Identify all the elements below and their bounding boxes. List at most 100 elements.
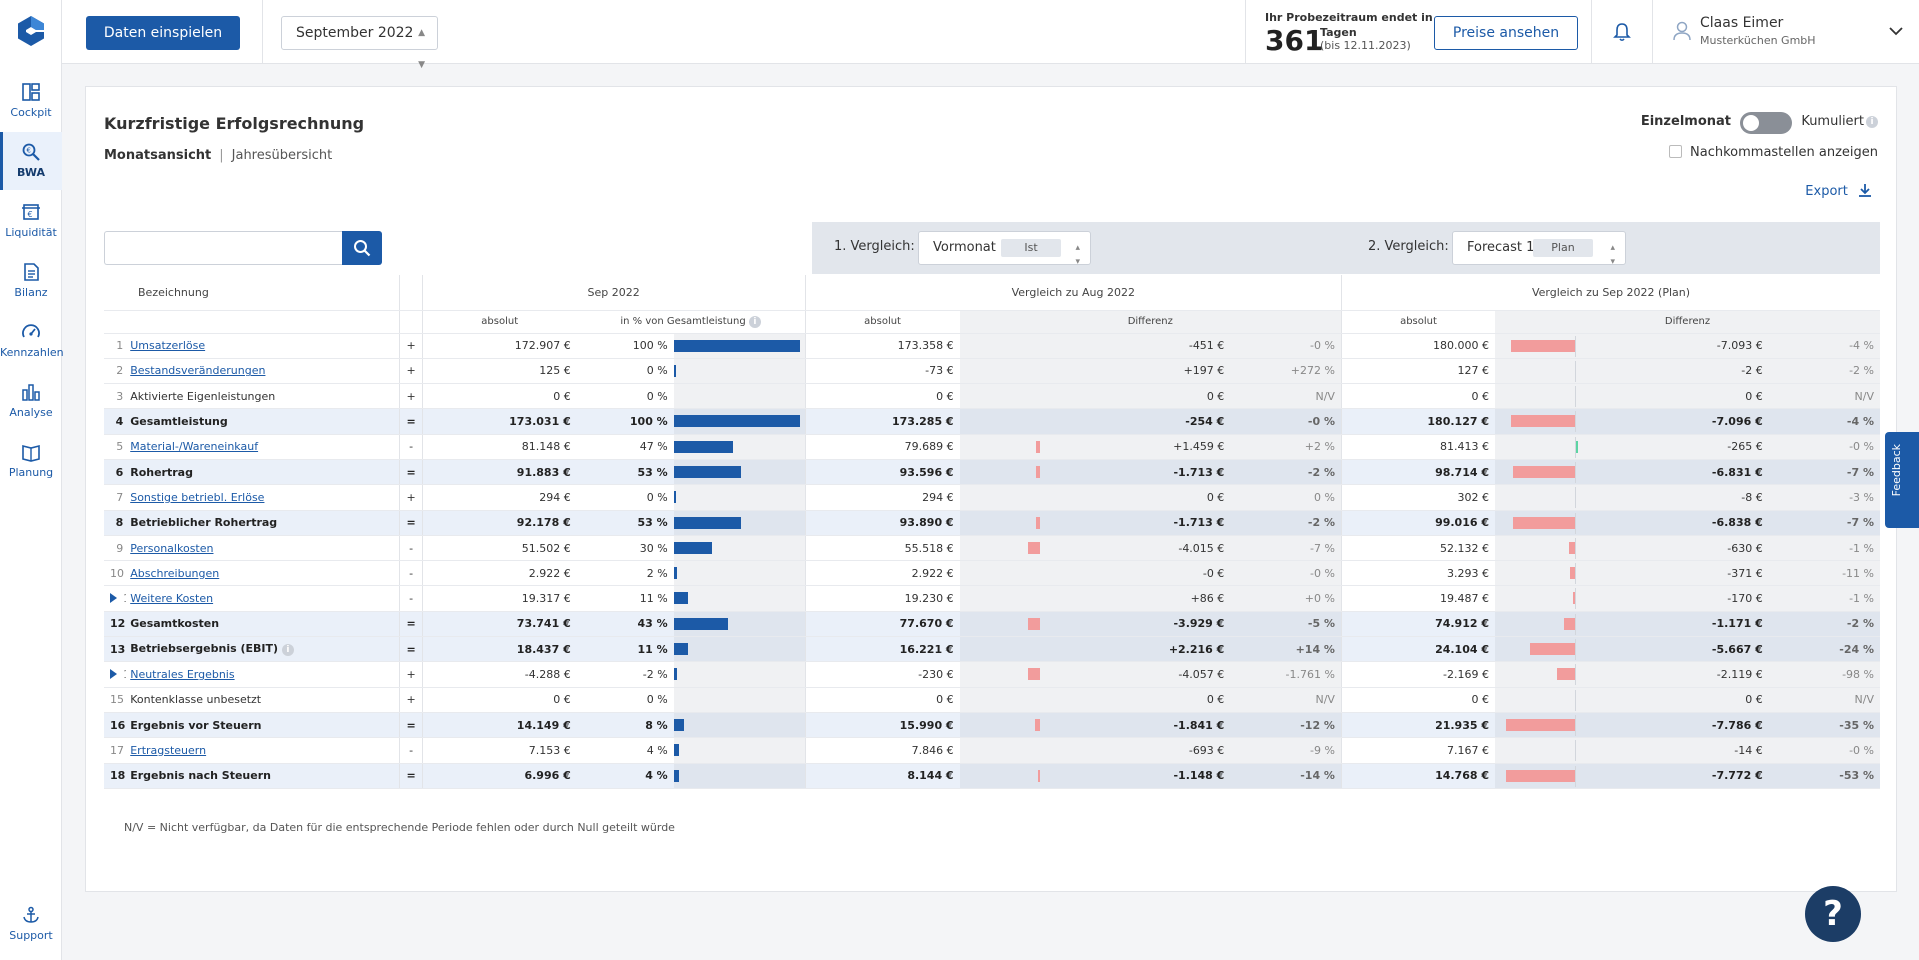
- sidebar-item-analyse[interactable]: Analyse: [0, 372, 62, 430]
- help-button[interactable]: ?: [1805, 886, 1861, 942]
- row-name-link[interactable]: Umsatzerlöse: [130, 339, 206, 353]
- view-yearly-link[interactable]: Jahresübersicht: [231, 148, 333, 163]
- row-sign: =: [399, 408, 423, 435]
- row-name-cell: Abschreibungen: [126, 560, 400, 587]
- cell-c1-pct: -0 %: [1230, 560, 1342, 587]
- c1-diff-bar: [1027, 617, 1041, 630]
- c2-diff-bar: [1570, 567, 1575, 580]
- compare-2-select[interactable]: Forecast 1 Plan ▴ ▾: [1452, 231, 1626, 267]
- table-row[interactable]: 1 Umsatzerlöse +172.907 €100 % 173.358 € -45…: [104, 333, 1880, 359]
- row-name-link[interactable]: Neutrales Ergebnis: [130, 668, 235, 681]
- c1-diff-bar-cell: [959, 712, 1041, 739]
- info-icon[interactable]: i: [748, 315, 761, 328]
- cell-pct: 53 %: [576, 510, 674, 536]
- cell-c1-diff: -4.015 €: [1040, 535, 1231, 562]
- decimals-checkbox-row[interactable]: Nachkommastellen anzeigen: [1669, 145, 1878, 160]
- cell-c1-diff: -0 €: [1040, 560, 1231, 587]
- cell-abs: 173.031 €: [422, 408, 577, 435]
- cell-c1-pct: +14 %: [1230, 636, 1342, 663]
- row-name-link[interactable]: Material-/Wareneinkauf: [130, 440, 259, 454]
- cumulative-toggle[interactable]: [1740, 112, 1792, 134]
- row-number: 2: [104, 358, 127, 385]
- cell-c1-diff: -451 €: [1040, 333, 1231, 359]
- table-body: 1 Umsatzerlöse +172.907 €100 % 173.358 € -45…: [104, 333, 1880, 789]
- sidebar-item-kennzahlen[interactable]: Kennzahlen: [0, 312, 64, 370]
- row-name-cell: Gesamtleistung: [126, 408, 400, 435]
- view-prices-button[interactable]: Preise ansehen: [1434, 16, 1578, 50]
- info-icon[interactable]: i: [281, 644, 294, 657]
- sidebar-item-bilanz[interactable]: Bilanz: [0, 252, 62, 310]
- sidebar-item-cockpit[interactable]: Cockpit: [0, 72, 62, 130]
- table-row[interactable]: 7 Sonstige betriebl. Erlöse +294 €0 % 294 €…: [104, 484, 1880, 511]
- view-monthly-link[interactable]: Monatsansicht: [104, 148, 212, 163]
- row-name-link[interactable]: Personalkosten: [130, 541, 214, 555]
- row-name: Betriebsergebnis (EBIT): [130, 642, 279, 656]
- c1-diff-bar-cell: [959, 661, 1041, 688]
- row-name-link[interactable]: Sonstige betriebl. Erlöse: [130, 490, 265, 504]
- month-select[interactable]: September 2022 ▲ ▼: [281, 16, 438, 70]
- svg-text:€: €: [27, 147, 31, 155]
- sidebar-item-liquiditaet[interactable]: € Liquidität: [0, 192, 62, 250]
- user-name[interactable]: Claas Eimer: [1700, 15, 1784, 31]
- table-row[interactable]: 9 Personalkosten -51.502 €30 % 55.518 € -4.0…: [104, 535, 1880, 562]
- cell-c1-abs: 173.285 €: [804, 408, 960, 435]
- table-row[interactable]: 10 Abschreibungen -2.922 €2 % 2.922 € -0 € -0…: [104, 560, 1880, 587]
- c1-diff-bar: [1037, 769, 1041, 782]
- chevron-down-icon[interactable]: [1888, 26, 1904, 36]
- search-input[interactable]: [104, 231, 342, 265]
- cell-c1-diff: -1.713 €: [1040, 459, 1231, 486]
- table-row[interactable]: 14Neutrales Ergebnis +-4.288 €-2 % -230 € -…: [104, 661, 1880, 688]
- sidebar-item-support[interactable]: Support: [0, 906, 62, 942]
- row-name-link[interactable]: Bestandsveränderungen: [130, 364, 266, 378]
- table-row[interactable]: 11Weitere Kosten -19.317 €11 % 19.230 € +86…: [104, 585, 1880, 612]
- c2-diff-bar-cell: [1495, 636, 1578, 663]
- compare-1-select[interactable]: Vormonat Ist ▴ ▾: [918, 231, 1091, 267]
- c1-diff-bar-cell: [959, 408, 1041, 435]
- cell-pct: -2 %: [576, 661, 674, 688]
- cell-c1-pct: N/V: [1230, 687, 1342, 713]
- row-name-cell: Neutrales Ergebnis: [126, 661, 400, 688]
- col-header-name[interactable]: Bezeichnung: [104, 275, 400, 311]
- row-sign: +: [399, 687, 423, 713]
- cell-c1-diff: -693 €: [1040, 737, 1231, 764]
- row-name-link[interactable]: Abschreibungen: [130, 566, 220, 580]
- c2-diff-bar: [1506, 769, 1575, 782]
- search-button[interactable]: [342, 231, 382, 265]
- sidebar-item-bwa[interactable]: € BWA: [0, 132, 62, 190]
- c2-diff-bar: [1513, 516, 1575, 529]
- table-row[interactable]: 2 Bestandsveränderungen +125 €0 % -73 € +197…: [104, 358, 1880, 385]
- export-link[interactable]: Export: [1805, 183, 1872, 199]
- c1-diff-bar-cell: [959, 611, 1041, 638]
- cell-c1-pct: -0 %: [1230, 333, 1342, 359]
- table-row[interactable]: 17 Ertragsteuern -7.153 €4 % 7.846 € -693 € -…: [104, 737, 1880, 764]
- c2-diff-bar-cell: [1495, 459, 1578, 486]
- row-name: Gesamtleistung: [130, 415, 228, 429]
- report-card: Kurzfristige Erfolgsrechnung Monatsansic…: [85, 86, 1897, 892]
- row-sign: -: [399, 535, 423, 562]
- cell-c1-diff: -1.148 €: [1040, 763, 1231, 789]
- import-data-button[interactable]: Daten einspielen: [86, 16, 240, 50]
- compare-2-label: 2. Vergleich:: [1368, 239, 1449, 254]
- cell-c1-pct: -2 %: [1230, 510, 1342, 536]
- sidebar-item-label: Analyse: [9, 406, 53, 419]
- expand-row-icon[interactable]: [110, 593, 117, 604]
- row-name-link[interactable]: Ertragsteuern: [130, 743, 207, 757]
- cell-c2-diff: -170 €: [1577, 585, 1769, 612]
- c1-diff-bar: [1039, 339, 1041, 352]
- info-icon[interactable]: i: [1866, 116, 1878, 128]
- cell-c1-abs: 7.846 €: [804, 737, 960, 764]
- row-name-link[interactable]: Weitere Kosten: [130, 592, 214, 606]
- row-sign: -: [399, 585, 423, 612]
- app-logo-icon[interactable]: [14, 14, 48, 48]
- expand-row-icon[interactable]: [110, 669, 117, 679]
- table-row[interactable]: 5 Material-/Wareneinkauf -81.148 €47 % 79.6…: [104, 434, 1880, 460]
- cell-c1-pct: -14 %: [1230, 763, 1342, 789]
- sidebar-item-planung[interactable]: Planung: [0, 432, 62, 490]
- decimals-checkbox[interactable]: [1669, 145, 1683, 158]
- toggle-knob: [1743, 115, 1759, 131]
- cell-c1-abs: 19.230 €: [804, 585, 960, 612]
- feedback-tab[interactable]: Feedback: [1885, 432, 1919, 528]
- cell-pct: 30 %: [576, 535, 674, 562]
- planung-icon: [22, 444, 40, 462]
- bell-icon[interactable]: [1613, 22, 1631, 42]
